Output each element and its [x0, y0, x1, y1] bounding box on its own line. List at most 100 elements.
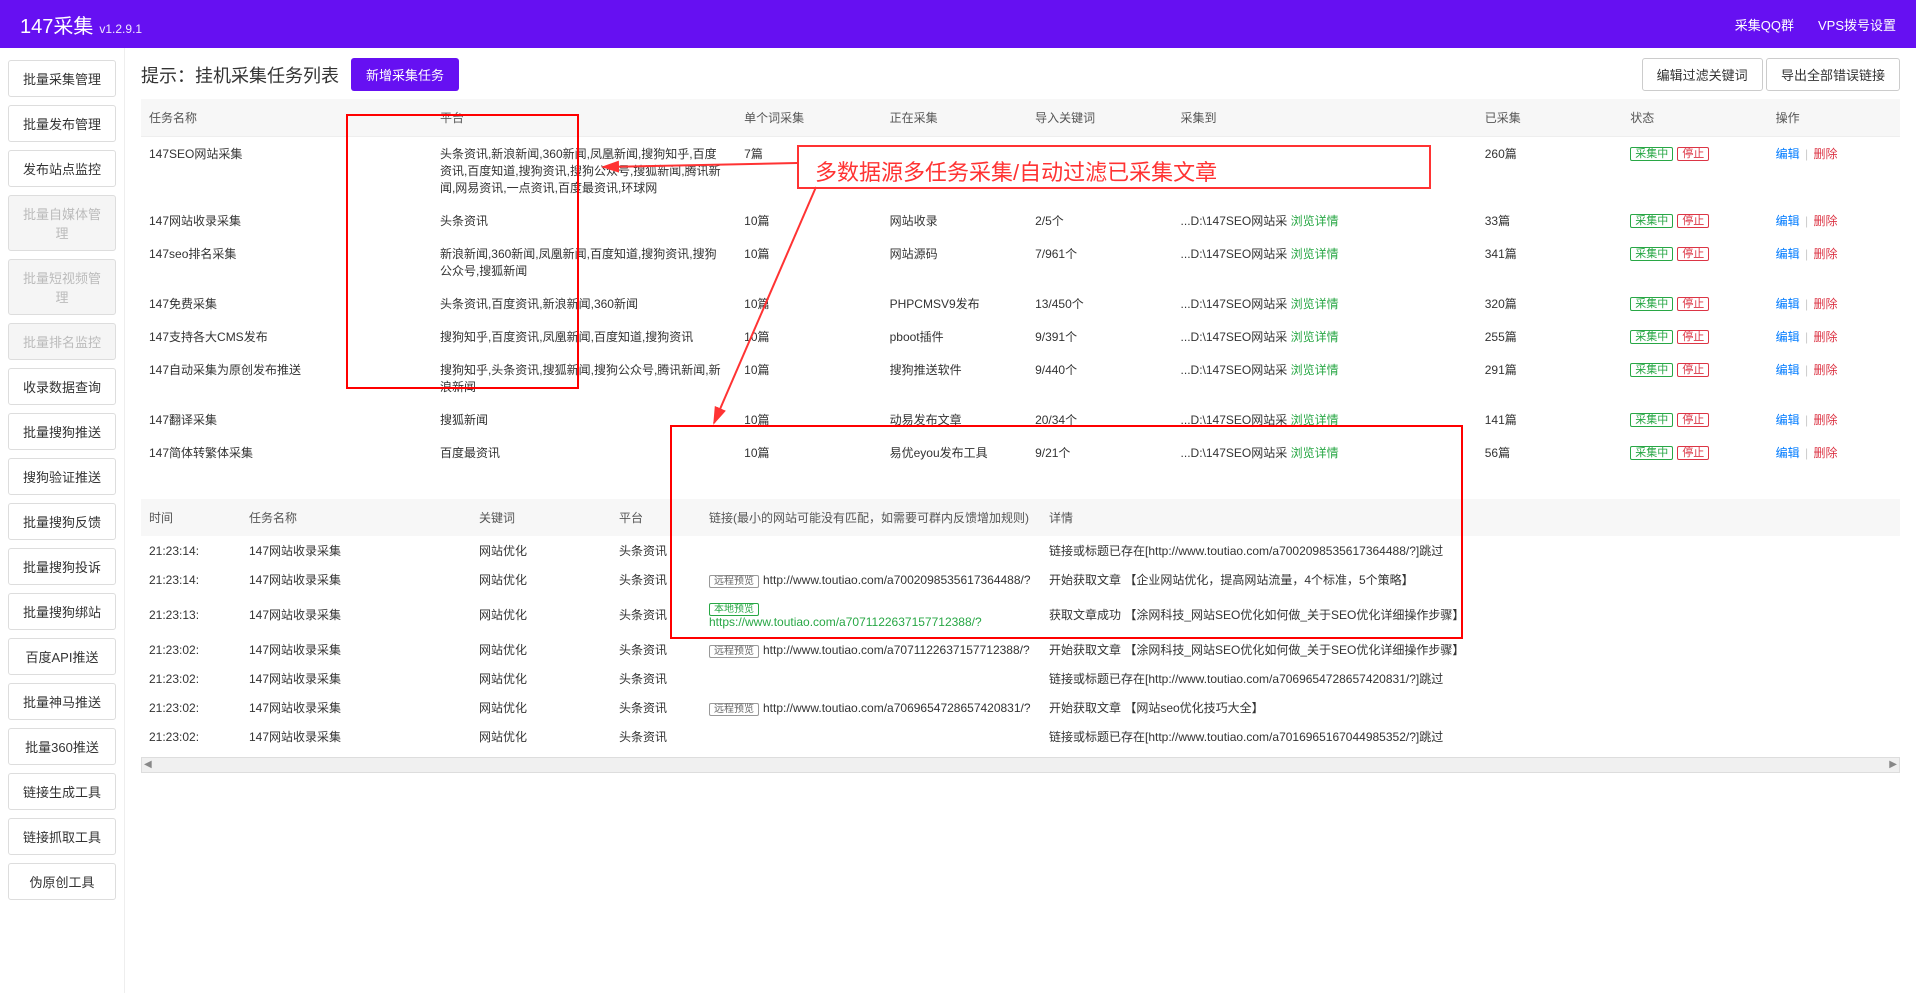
sidebar-item-15[interactable]: 链接生成工具: [8, 773, 116, 810]
export-errors-button[interactable]: 导出全部错误链接: [1766, 58, 1900, 91]
edit-link[interactable]: 编辑: [1776, 147, 1800, 161]
status-badge-stop[interactable]: 停止: [1677, 147, 1709, 161]
sidebar-item-0[interactable]: 批量采集管理: [8, 60, 116, 97]
cell-single: 10篇: [736, 353, 881, 403]
task-row: 147seo排名采集新浪新闻,360新闻,凤凰新闻,百度知道,搜狗资讯,搜狗公众…: [141, 237, 1900, 287]
link-url[interactable]: http://www.toutiao.com/a7002098535617364…: [763, 573, 1031, 587]
toolbar-right: 编辑过滤关键词 导出全部错误链接: [1642, 58, 1900, 91]
cell-log-link: 远程预览 http://www.toutiao.com/a706965472865…: [701, 693, 1041, 722]
task-row: 147网站收录采集头条资讯10篇网站收录2/5个...D:\147SEO网站采 …: [141, 204, 1900, 237]
delete-link[interactable]: 删除: [1813, 363, 1837, 377]
sidebar-item-13[interactable]: 批量神马推送: [8, 683, 116, 720]
remote-tag[interactable]: 远程预览: [709, 645, 759, 658]
delete-link[interactable]: 删除: [1813, 214, 1837, 228]
horizontal-scrollbar[interactable]: ◀ ▶: [141, 757, 1900, 773]
cell-platform: 搜狗知乎,头条资讯,搜狐新闻,搜狗公众号,腾讯新闻,新浪新闻: [432, 353, 736, 403]
sidebar-item-14[interactable]: 批量360推送: [8, 728, 116, 765]
cell-name: 147简体转繁体采集: [141, 436, 432, 469]
delete-link[interactable]: 删除: [1813, 413, 1837, 427]
header-right: 采集QQ群 VPS拨号设置: [1735, 15, 1896, 34]
browse-link[interactable]: 浏览详情: [1291, 214, 1339, 228]
remote-tag[interactable]: 远程预览: [709, 703, 759, 716]
link-url[interactable]: http://www.toutiao.com/a7071122637157712…: [763, 643, 1030, 657]
sidebar-item-8[interactable]: 搜狗验证推送: [8, 458, 116, 495]
status-badge-stop[interactable]: 停止: [1677, 446, 1709, 460]
cell-log-keyword: 网站优化: [471, 664, 611, 693]
cell-to: ...D:\147SEO网站采 浏览详情: [1173, 237, 1477, 287]
edit-link[interactable]: 编辑: [1776, 413, 1800, 427]
filter-keyword-button[interactable]: 编辑过滤关键词: [1642, 58, 1763, 91]
task-row: 147免费采集头条资讯,百度资讯,新浪新闻,360新闻10篇PHPCMSV9发布…: [141, 287, 1900, 320]
vps-link[interactable]: VPS拨号设置: [1818, 15, 1896, 34]
status-badge-stop[interactable]: 停止: [1677, 363, 1709, 377]
delete-link[interactable]: 删除: [1813, 147, 1837, 161]
edit-link[interactable]: 编辑: [1776, 214, 1800, 228]
browse-link[interactable]: 浏览详情: [1291, 330, 1339, 344]
scroll-left-icon[interactable]: ◀: [144, 759, 152, 770]
link-url[interactable]: http://www.toutiao.com/a7069654728657420…: [763, 701, 1031, 715]
sidebar-item-17[interactable]: 伪原创工具: [8, 863, 116, 900]
cell-status: 采集中停止: [1622, 403, 1767, 436]
status-badge-stop[interactable]: 停止: [1677, 247, 1709, 261]
toolbar-left: 提示：挂机采集任务列表 新增采集任务: [141, 58, 459, 91]
edit-link[interactable]: 编辑: [1776, 297, 1800, 311]
status-badge-stop[interactable]: 停止: [1677, 214, 1709, 228]
cell-single: 10篇: [736, 204, 881, 237]
th-collected: 已采集: [1477, 99, 1622, 137]
cell-log-task: 147网站收录采集: [241, 693, 471, 722]
browse-link[interactable]: 浏览详情: [1291, 297, 1339, 311]
delete-link[interactable]: 删除: [1813, 446, 1837, 460]
browse-link[interactable]: 浏览详情: [1291, 247, 1339, 261]
cell-platform: 百度最资讯: [432, 436, 736, 469]
cell-single: 10篇: [736, 436, 881, 469]
cell-platform: 头条资讯,新浪新闻,360新闻,凤凰新闻,搜狗知乎,百度资讯,百度知道,搜狗资讯…: [432, 137, 736, 205]
app-version: v1.2.9.1: [99, 22, 142, 36]
cell-to: ...D:\147SEO网站采 浏览详情: [1173, 353, 1477, 403]
cell-name: 147SEO网站采集: [141, 137, 432, 205]
th-log-link: 链接(最小的网站可能没有匹配，如需要可群内反馈增加规则): [701, 499, 1041, 536]
browse-link[interactable]: 浏览详情: [1291, 413, 1339, 427]
cell-log-task: 147网站收录采集: [241, 536, 471, 565]
cell-import: 9/440个: [1027, 353, 1172, 403]
sidebar-item-12[interactable]: 百度API推送: [8, 638, 116, 675]
edit-link[interactable]: 编辑: [1776, 247, 1800, 261]
qq-link[interactable]: 采集QQ群: [1735, 15, 1794, 34]
delete-link[interactable]: 删除: [1813, 247, 1837, 261]
task-row: 147自动采集为原创发布推送搜狗知乎,头条资讯,搜狐新闻,搜狗公众号,腾讯新闻,…: [141, 353, 1900, 403]
edit-link[interactable]: 编辑: [1776, 330, 1800, 344]
delete-link[interactable]: 删除: [1813, 330, 1837, 344]
th-log-detail: 详情: [1041, 499, 1900, 536]
cell-log-link: 远程预览 http://www.toutiao.com/a700209853561…: [701, 565, 1041, 594]
th-name: 任务名称: [141, 99, 432, 137]
edit-link[interactable]: 编辑: [1776, 363, 1800, 377]
cell-collected: 291篇: [1477, 353, 1622, 403]
browse-link[interactable]: 浏览详情: [1291, 363, 1339, 377]
delete-link[interactable]: 删除: [1813, 297, 1837, 311]
remote-tag[interactable]: 远程预览: [709, 575, 759, 588]
cell-log-platform: 头条资讯: [611, 722, 701, 751]
log-row: 21:23:02:147网站收录采集网站优化头条资讯远程预览http://www…: [141, 635, 1900, 664]
cell-collected: 255篇: [1477, 320, 1622, 353]
cell-log-platform: 头条资讯: [611, 536, 701, 565]
new-task-button[interactable]: 新增采集任务: [351, 58, 459, 91]
sidebar-item-7[interactable]: 批量搜狗推送: [8, 413, 116, 450]
cell-log-time: 21:23:02:: [141, 722, 241, 751]
sidebar-item-16[interactable]: 链接抓取工具: [8, 818, 116, 855]
sidebar-item-2[interactable]: 发布站点监控: [8, 150, 116, 187]
sidebar-item-1[interactable]: 批量发布管理: [8, 105, 116, 142]
th-log-platform: 平台: [611, 499, 701, 536]
link-url[interactable]: https://www.toutiao.com/a707112263715771…: [709, 615, 982, 629]
sidebar-item-6[interactable]: 收录数据查询: [8, 368, 116, 405]
status-badge-stop[interactable]: 停止: [1677, 330, 1709, 344]
scroll-right-icon[interactable]: ▶: [1889, 759, 1897, 770]
sidebar-item-9[interactable]: 批量搜狗反馈: [8, 503, 116, 540]
header-left: 147采集 v1.2.9.1: [20, 10, 142, 39]
sidebar-item-11[interactable]: 批量搜狗绑站: [8, 593, 116, 630]
edit-link[interactable]: 编辑: [1776, 446, 1800, 460]
log-table-body: 21:23:14:147网站收录采集网站优化头条资讯链接或标题已存在[http:…: [141, 536, 1900, 751]
browse-link[interactable]: 浏览详情: [1291, 446, 1339, 460]
status-badge-stop[interactable]: 停止: [1677, 413, 1709, 427]
cell-import: 2/5个: [1027, 204, 1172, 237]
status-badge-stop[interactable]: 停止: [1677, 297, 1709, 311]
sidebar-item-10[interactable]: 批量搜狗投诉: [8, 548, 116, 585]
